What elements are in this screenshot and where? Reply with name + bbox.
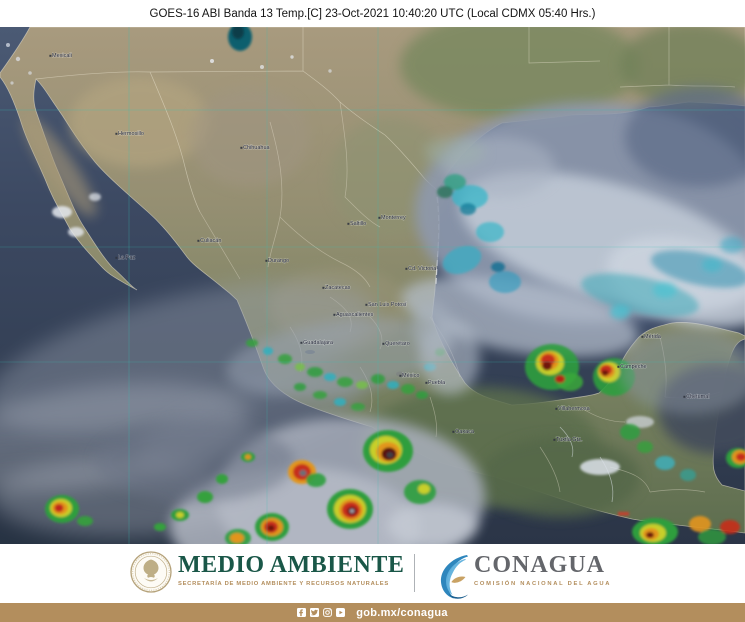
city-label: Villahermosa: [558, 406, 591, 412]
footer-branding: MEDIO AMBIENTE SECRETARÍA DE MEDIO AMBIE…: [0, 544, 745, 603]
city-label: Saltillo: [350, 221, 366, 227]
city-label: Aguascalientes: [336, 312, 374, 318]
youtube-icon[interactable]: [336, 608, 346, 617]
semarnat-seal-icon: [130, 551, 172, 593]
satellite-map-image: Mexicali Hermosillo Chihuahua La Paz Culiacá…: [0, 10, 745, 607]
city-label: Mérida: [644, 334, 662, 340]
city-label: Hermosillo: [118, 131, 144, 137]
city-label: Mexicali: [52, 53, 72, 59]
yucatan-caribbean-clouds: [580, 330, 745, 546]
city-label: Chihuahua: [243, 145, 271, 151]
image-title: GOES-16 ABI Banda 13 Temp.[C] 23-Oct-202…: [149, 7, 596, 20]
social-icons: [297, 608, 346, 617]
semarnat-subtitle: SECRETARÍA DE MEDIO AMBIENTE Y RECURSOS …: [178, 581, 389, 587]
city-label: Querétaro: [385, 341, 410, 347]
city-label: Tuxtla Gtz.: [556, 437, 583, 443]
city-label: Zacatecas: [325, 285, 351, 291]
city-label: Culiacán: [200, 238, 221, 244]
city-label: Chetumal: [686, 394, 710, 400]
facebook-icon[interactable]: [297, 608, 307, 617]
city-label: Oaxaca: [455, 429, 475, 435]
twitter-icon[interactable]: [310, 608, 320, 617]
city-label: Puebla: [428, 380, 446, 386]
instagram-icon[interactable]: [323, 608, 333, 617]
conagua-logo-icon: [440, 555, 468, 599]
city-label: México: [402, 373, 419, 379]
city-label: Durango: [268, 258, 289, 264]
conagua-subtitle: COMISIÓN NACIONAL DEL AGUA: [474, 581, 612, 587]
conagua-wordmark: CONAGUA: [474, 552, 605, 578]
city-label: Guadalajara: [303, 340, 334, 346]
cloud-layer: [0, 23, 745, 587]
gov-bar: gob.mx/conagua: [0, 603, 745, 622]
city-label: Campeche: [620, 364, 647, 370]
city-label: San Luis Potosí: [368, 302, 407, 308]
semarnat-wordmark: MEDIO AMBIENTE: [178, 552, 405, 578]
city-label: La Paz: [118, 255, 135, 261]
northern-clouds: [6, 23, 485, 237]
city-label: Monterrey: [381, 215, 406, 221]
storm-cell-campeche-west: [525, 344, 583, 391]
latlon-gridlines: [0, 27, 745, 544]
central-convection-band: [226, 317, 454, 411]
city-label: Cd. Victoria: [408, 266, 437, 272]
satellite-map: Mexicali Hermosillo Chihuahua La Paz Culiacá…: [0, 10, 745, 607]
title-bar: GOES-16 ABI Banda 13 Temp.[C] 23-Oct-202…: [0, 0, 745, 27]
logo-divider: [414, 554, 415, 592]
city-labels: Mexicali Hermosillo Chihuahua La Paz Culiacá…: [49, 53, 710, 443]
gov-url-link[interactable]: gob.mx/conagua: [356, 606, 448, 619]
